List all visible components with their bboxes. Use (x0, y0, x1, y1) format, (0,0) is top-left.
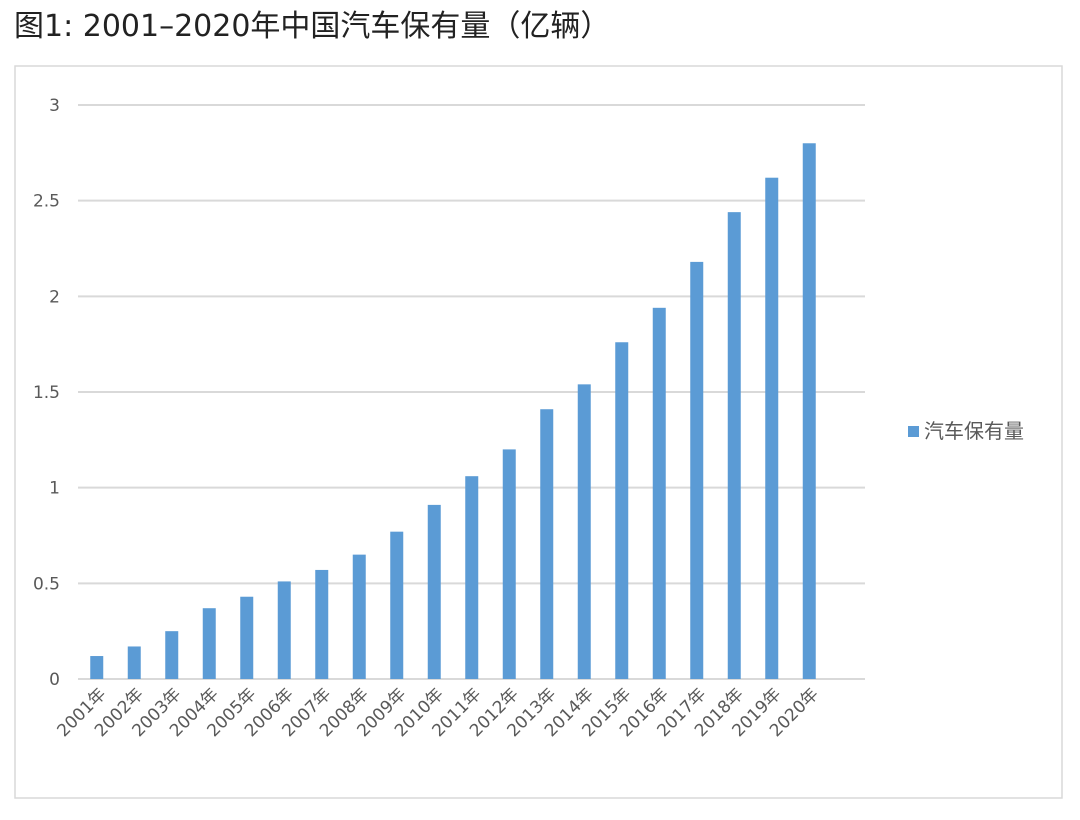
bar (465, 476, 479, 679)
y-tick-label: 0 (49, 670, 60, 690)
bar (615, 342, 629, 679)
bar (127, 646, 141, 679)
bar (165, 631, 179, 679)
bar (240, 596, 254, 679)
bar (390, 531, 404, 679)
bar (352, 554, 366, 679)
y-tick-label: 3 (49, 96, 60, 116)
y-tick-label: 2.5 (33, 192, 60, 212)
y-tick-label: 1.5 (33, 383, 60, 403)
bar (802, 143, 816, 679)
y-tick-label: 1 (49, 479, 60, 499)
y-tick-label: 2 (49, 287, 60, 307)
bar (502, 449, 516, 679)
bar (90, 656, 104, 679)
bar (765, 177, 779, 679)
bar (540, 409, 554, 679)
bar (315, 569, 329, 679)
bar (577, 384, 591, 679)
legend-swatch (908, 426, 919, 437)
bar (202, 608, 216, 679)
bar (427, 504, 441, 679)
bar (652, 307, 666, 679)
legend-label: 汽车保有量 (924, 419, 1024, 443)
y-tick-label: 0.5 (33, 574, 60, 594)
bar (690, 261, 704, 679)
chart-frame (14, 65, 1063, 799)
chart-title: 图1: 2001–2020年中国汽车保有量（亿辆） (14, 9, 610, 44)
bar (277, 581, 291, 679)
bar (727, 212, 741, 679)
